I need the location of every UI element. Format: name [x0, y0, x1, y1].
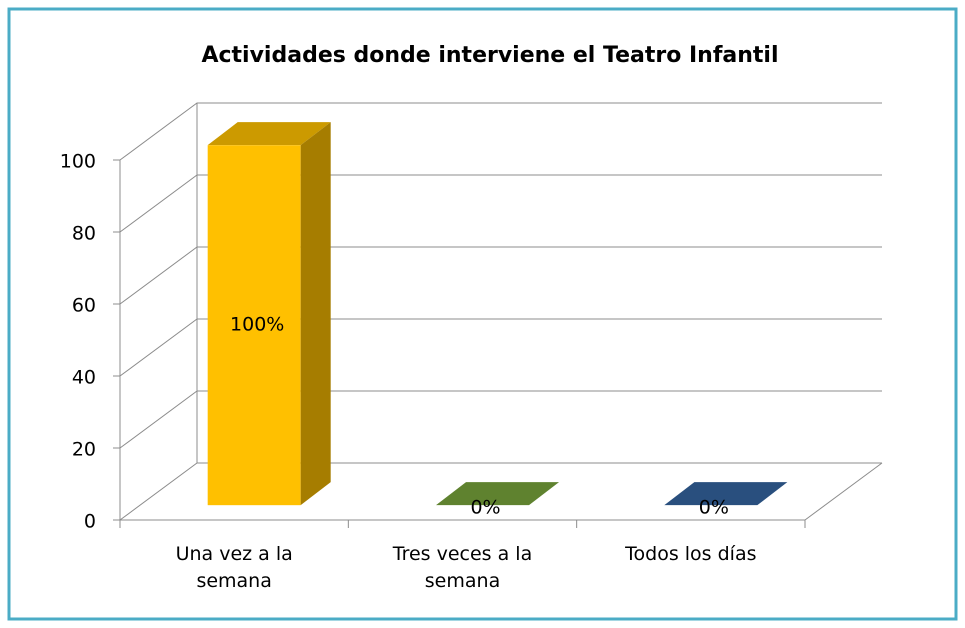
- x-tick-label: Una vez a la semana: [175, 543, 293, 592]
- floor-edge: [804, 462, 883, 521]
- value-label: 100%: [230, 314, 284, 336]
- value-label: 0%: [470, 497, 500, 519]
- grid-line: [119, 174, 882, 233]
- bar-top: [207, 122, 331, 146]
- y-tick-label: 20: [72, 439, 96, 461]
- y-tick-label: 100: [60, 151, 96, 173]
- chart-frame: [7, 7, 958, 621]
- bar-top: [436, 482, 560, 506]
- value-label: 0%: [699, 497, 729, 519]
- chart-title: Actividades donde interviene el Teatro I…: [201, 43, 778, 68]
- y-tick-label: 60: [72, 295, 96, 317]
- grid-line: [119, 246, 882, 305]
- x-tick-label: Tres veces a la semana: [392, 543, 533, 592]
- grid-line: [119, 462, 882, 521]
- grid-line: [119, 390, 882, 449]
- y-tick-label: 0: [84, 511, 96, 533]
- y-tick-label: 80: [72, 223, 96, 245]
- bar-top: [664, 482, 788, 506]
- grid-line: [119, 102, 882, 161]
- y-tick-label: 40: [72, 367, 96, 389]
- bar: [207, 145, 301, 506]
- bar-side: [300, 122, 331, 506]
- grid-line: [119, 318, 882, 377]
- x-tick-label: Todos los días: [625, 543, 757, 565]
